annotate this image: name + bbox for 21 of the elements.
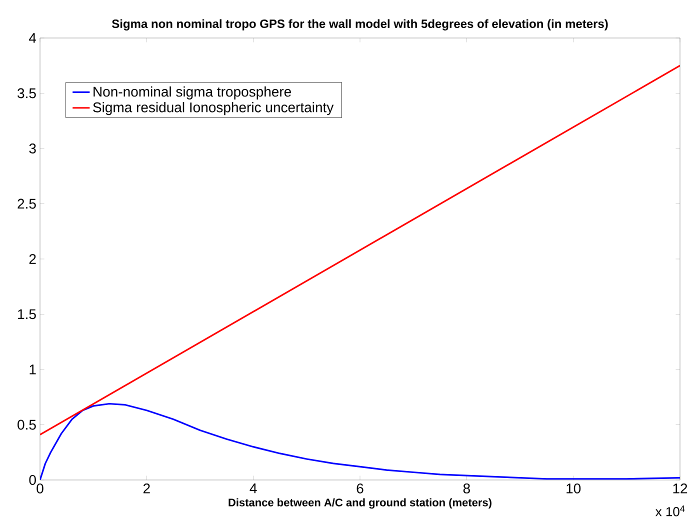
x-tick-label: 6 (356, 484, 364, 494)
text: x 10$^{4}$ (655, 506, 685, 516)
y-tick-label: 2.5 (18, 198, 36, 209)
y-tick-label: 1.5 (18, 309, 36, 320)
y-tick-label: 0 (29, 475, 36, 485)
y-tick-label: 3 (29, 144, 36, 154)
x-tick-label: 0 (36, 484, 44, 494)
y-tick-label: 2 (29, 254, 36, 264)
legend-label: Sigma residual Ionospheric uncertainty (93, 102, 334, 116)
x-tick-label: 4 (250, 484, 257, 494)
legend-label: Non-nominal sigma troposphere (94, 86, 292, 100)
y-tick-label: 4 (29, 33, 36, 43)
x-axis-title: Distance between A/C and ground station (meters) (228, 498, 492, 509)
chart-title: Sigma non nominal tropo GPS for the wall model with 5degrees of elevation (in meters) (112, 19, 608, 30)
x-tick-label: 10 (566, 484, 581, 494)
x-tick-label: 12 (673, 484, 688, 494)
y-tick-label: 3.5 (18, 88, 36, 98)
y-tick-label: 0.5 (18, 420, 36, 430)
x-tick-label: 8 (463, 484, 470, 494)
x-tick-label: 2 (143, 484, 150, 494)
y-tick-label: 1 (30, 364, 36, 374)
